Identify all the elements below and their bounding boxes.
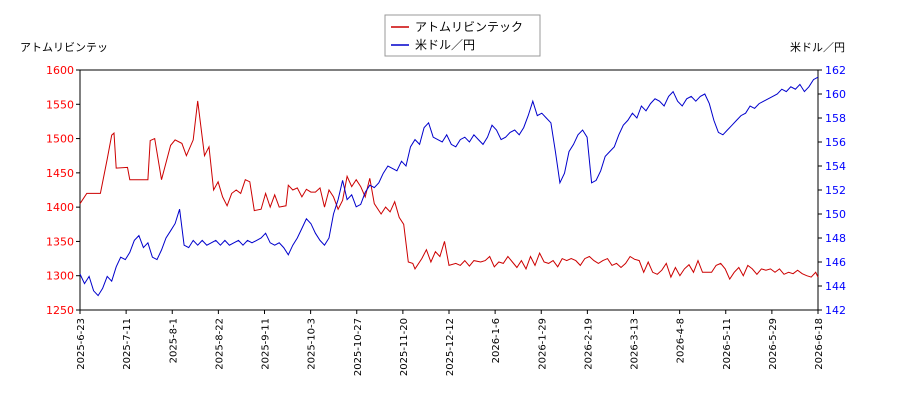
x-tick-label: 2025-8-22 — [214, 318, 225, 370]
y-left-tick-label: 1450 — [46, 167, 74, 180]
y-right-tick-label: 162 — [825, 64, 846, 77]
y-right-tick-label: 142 — [825, 304, 846, 317]
series-line-2 — [79, 76, 819, 297]
legend-label-1: アトムリビンテック — [415, 20, 523, 34]
x-tick-label: 2026-4-8 — [676, 318, 687, 363]
y-left-tick-label: 1350 — [46, 235, 74, 248]
x-tick-label: 2026-6-18 — [814, 318, 825, 370]
x-tick-label: 2026-5-11 — [722, 318, 733, 370]
y-right-tick-label: 144 — [825, 280, 846, 293]
y-right-tick-label: 146 — [825, 256, 846, 269]
y-axis-right-title: 米ドル／円 — [790, 41, 845, 54]
y-axis-left-title: アトムリビンテッ — [20, 41, 108, 54]
x-tick-label: 2026-2-19 — [583, 318, 594, 370]
x-tick-label: 2026-3-13 — [630, 318, 641, 370]
x-tick-label: 2025-9-11 — [261, 318, 272, 370]
y-left-tick-label: 1500 — [46, 133, 74, 146]
series-line-1 — [79, 100, 819, 281]
x-tick-label: 2025-12-12 — [445, 318, 456, 376]
y-right-tick-label: 148 — [825, 232, 846, 245]
x-tick-label: 2026-1-6 — [491, 318, 502, 363]
legend-box — [384, 14, 541, 57]
x-tick-label: 2025-6-23 — [76, 318, 87, 370]
y-right-tick-label: 160 — [825, 88, 846, 101]
y-left-tick-label: 1250 — [46, 304, 74, 317]
y-left-tick-label: 1400 — [46, 201, 74, 214]
x-tick-label: 2025-7-11 — [122, 318, 133, 370]
y-left-tick-label: 1300 — [46, 270, 74, 283]
x-tick-label: 2025-11-20 — [399, 318, 410, 376]
y-right-tick-label: 156 — [825, 136, 846, 149]
y-right-tick-label: 154 — [825, 160, 846, 173]
y-right-tick-label: 158 — [825, 112, 846, 125]
x-tick-label: 2025-10-3 — [307, 318, 318, 370]
x-tick-label: 2026-1-29 — [537, 318, 548, 370]
y-left-tick-label: 1600 — [46, 64, 74, 77]
y-left-tick-label: 1550 — [46, 98, 74, 111]
x-tick-label: 2025-10-27 — [353, 318, 364, 376]
y-right-tick-label: 150 — [825, 208, 846, 221]
x-tick-label: 2025-8-1 — [168, 318, 179, 363]
plot-frame — [79, 69, 819, 311]
legend-label-2: 米ドル／円 — [415, 38, 475, 52]
y-right-tick-label: 152 — [825, 184, 846, 197]
x-tick-label: 2026-5-29 — [768, 318, 779, 370]
